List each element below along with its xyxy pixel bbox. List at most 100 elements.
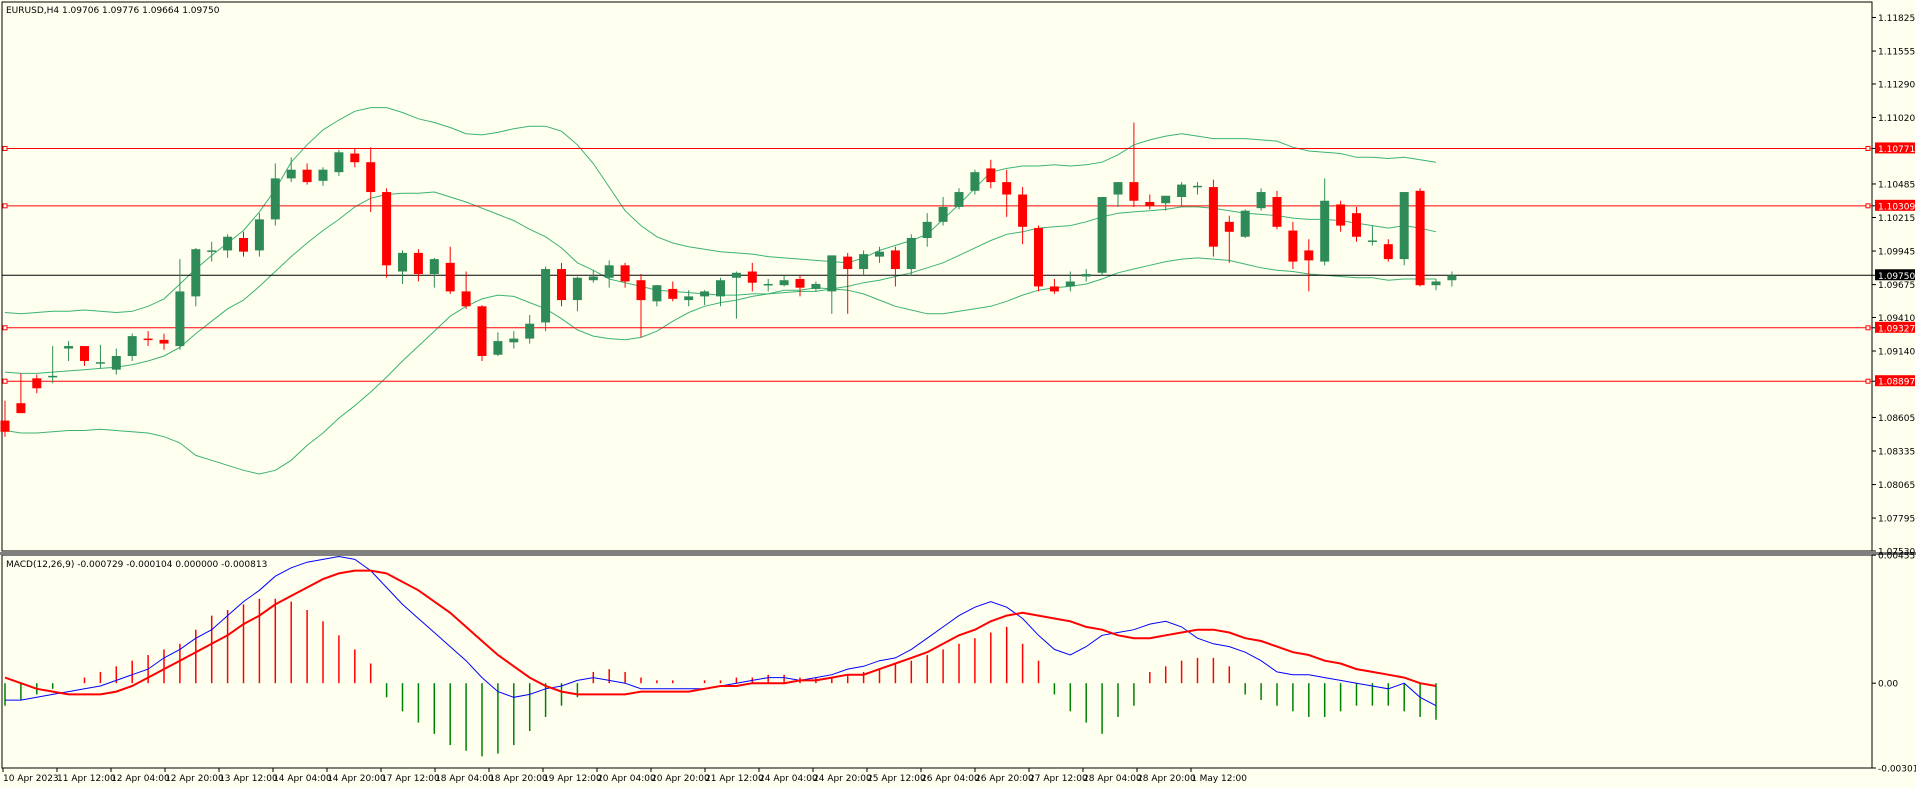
price-label-box: [1875, 142, 1915, 154]
candle-body: [938, 206, 948, 222]
level-handle-right: [1865, 325, 1871, 331]
candle-body: [620, 265, 630, 282]
candle-body: [604, 265, 614, 278]
time-tick-label: 20 Apr 04:00: [597, 774, 656, 784]
candle-body: [763, 283, 773, 286]
candle-body: [668, 288, 678, 299]
time-tick-label: 26 Apr 04:00: [921, 774, 980, 784]
candle-body: [95, 362, 105, 364]
candle-body: [270, 178, 280, 220]
candle-body: [254, 219, 264, 251]
candle-body: [111, 355, 121, 370]
candle-body: [1415, 190, 1425, 286]
candle-body: [1018, 194, 1028, 227]
candle-body: [731, 272, 741, 278]
price-tick-label: 1.11555: [1878, 48, 1915, 58]
time-tick-label: 20 Apr 20:00: [651, 774, 710, 784]
time-tick-label: 19 Apr 12:00: [543, 774, 602, 784]
time-tick-label: 25 Apr 12:00: [867, 774, 926, 784]
level-handle-right: [1865, 145, 1871, 151]
candle-body: [429, 259, 439, 275]
candle-body: [1081, 274, 1091, 277]
candle-body: [747, 271, 757, 283]
time-tick-label: 17 Apr 12:00: [381, 774, 440, 784]
candle-body: [1447, 275, 1457, 281]
candle-body: [1049, 286, 1059, 292]
time-tick-label: 1 May 12:00: [1191, 774, 1247, 784]
level-handle-right: [1865, 378, 1871, 384]
candle-body: [334, 152, 344, 173]
candle-body: [557, 269, 566, 301]
candle-body: [32, 378, 42, 389]
main-chart-frame: [0, 1, 1916, 769]
candle-body: [525, 323, 535, 339]
price-tick-label: 1.10309: [1878, 202, 1915, 212]
price-label-box: [1875, 321, 1915, 333]
candle-body: [588, 276, 598, 281]
symbol-header: EURUSD,H4 1.09706 1.09776 1.09664 1.0975…: [6, 6, 220, 16]
price-tick-label: 1.09410: [1878, 314, 1915, 324]
candle-body: [541, 269, 551, 323]
candle-body: [1161, 195, 1171, 204]
candle-body: [239, 237, 248, 252]
candle-body: [1208, 187, 1218, 247]
candle-body: [827, 255, 837, 292]
bollinger-upper-line: [4, 107, 1437, 315]
candle-body: [445, 262, 455, 292]
price-tick-label: 1.09750: [1878, 272, 1915, 282]
price-tick-label: 1.08065: [1878, 481, 1915, 491]
level-handle-left: [2, 325, 8, 331]
macd-indicator: [4, 555, 1437, 757]
price-tick-label: 1.11825: [1878, 14, 1915, 24]
macd-tick-label: -0.003014: [1878, 765, 1916, 775]
time-tick-label: 21 Apr 12:00: [705, 774, 764, 784]
time-tick-label: 14 Apr 20:00: [327, 774, 386, 784]
candle-body: [398, 252, 407, 272]
candle-body: [811, 283, 821, 289]
candle-body: [859, 254, 869, 270]
time-tick-label: 13 Apr 12:00: [219, 774, 278, 784]
candle-body: [954, 192, 964, 207]
macd-signal-line: [4, 569, 1437, 696]
price-tick-label: 1.07530: [1878, 548, 1915, 558]
horizontal-levels[interactable]: [2, 145, 1872, 384]
time-tick-label: 28 Apr 20:00: [1137, 774, 1196, 784]
candle-body: [700, 291, 710, 297]
candle-body: [1352, 213, 1361, 237]
time-tick-label: 14 Apr 04:00: [273, 774, 332, 784]
candle-body: [493, 341, 503, 355]
price-tick-label: 1.09327: [1878, 324, 1915, 334]
candle-body: [1336, 204, 1346, 226]
candle-body: [906, 237, 916, 270]
candle-body: [1431, 281, 1441, 286]
candle-body: [382, 192, 392, 266]
level-handle-right: [1865, 203, 1871, 209]
time-tick-label: 11 Apr 12:00: [57, 774, 116, 784]
candle-body: [16, 403, 26, 414]
candle-body: [1065, 281, 1075, 287]
main-panel-border: [1, 1, 1873, 552]
time-tick-label: 18 Apr 04:00: [435, 774, 494, 784]
candle-body: [64, 346, 74, 349]
candle-body: [843, 256, 853, 270]
time-tick-label: 27 Apr 12:00: [1029, 774, 1088, 784]
candle-body: [175, 291, 185, 347]
candle-body: [48, 375, 58, 378]
candle-body: [286, 169, 296, 179]
candle-body: [461, 291, 471, 307]
candle-body: [302, 169, 312, 183]
candle-body: [1288, 230, 1298, 262]
candle-body: [875, 251, 884, 257]
candle-body: [970, 172, 980, 191]
candle-body: [1383, 244, 1393, 260]
candle-body: [1145, 201, 1155, 206]
candle-body: [716, 280, 725, 297]
candle-body: [652, 285, 662, 302]
candle-body: [1367, 240, 1377, 242]
candle-body: [1224, 221, 1234, 232]
candle-body: [1177, 184, 1187, 198]
candle-body: [191, 249, 201, 297]
candle-body: [207, 250, 217, 252]
